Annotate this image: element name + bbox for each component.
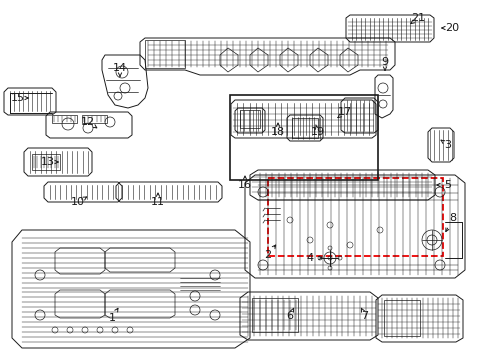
Text: 7: 7 — [361, 311, 368, 321]
Bar — [229, 95, 377, 180]
Text: 9: 9 — [381, 57, 388, 67]
Text: 18: 18 — [270, 127, 285, 137]
Text: 20: 20 — [444, 23, 458, 33]
Text: 19: 19 — [310, 127, 325, 137]
Bar — [82, 115, 107, 123]
Text: 13: 13 — [41, 157, 55, 167]
Text: 11: 11 — [151, 197, 164, 207]
Text: 5: 5 — [444, 180, 450, 190]
Text: 8: 8 — [448, 213, 456, 223]
Text: 17: 17 — [337, 107, 351, 117]
Text: 3: 3 — [444, 140, 450, 150]
Text: 1: 1 — [108, 313, 115, 323]
Text: 12: 12 — [81, 117, 95, 127]
Text: 4: 4 — [306, 253, 313, 263]
Text: 16: 16 — [238, 180, 251, 190]
Bar — [267, 178, 442, 256]
Bar — [52, 115, 77, 123]
Text: 6: 6 — [286, 311, 293, 321]
Text: 21: 21 — [410, 13, 424, 23]
Text: 2: 2 — [264, 250, 271, 260]
Text: 10: 10 — [71, 197, 85, 207]
Text: 14: 14 — [113, 63, 127, 73]
Text: 15: 15 — [11, 93, 25, 103]
